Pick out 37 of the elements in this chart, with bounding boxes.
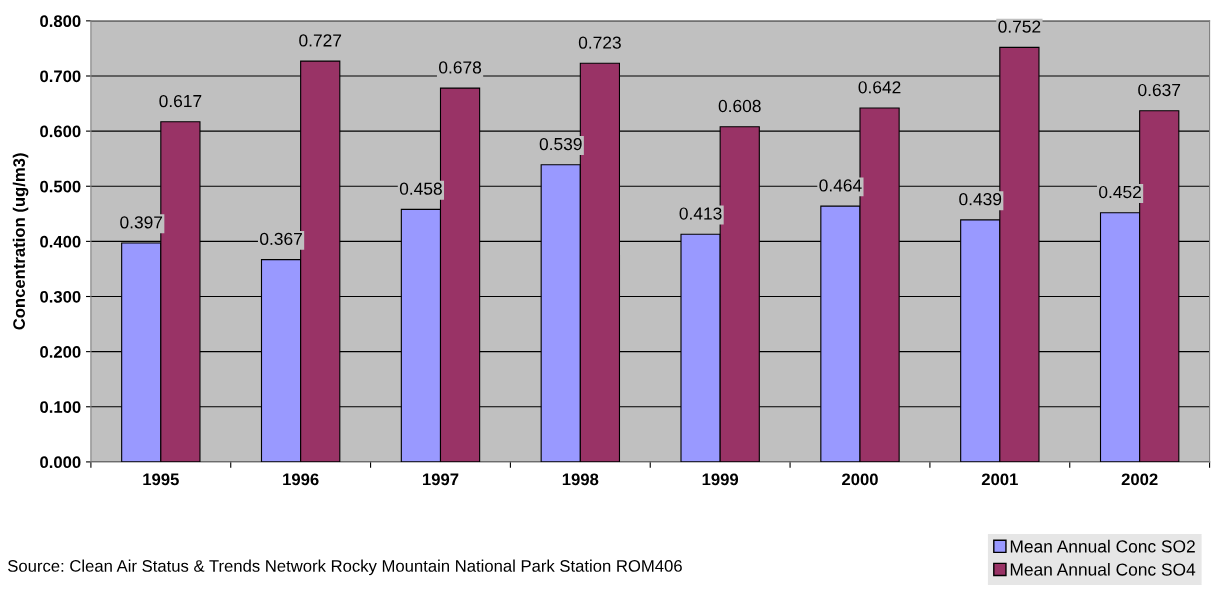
x-tick-label: 1996 bbox=[283, 473, 319, 486]
y-tick-label: 0.000 bbox=[40, 456, 81, 469]
x-tick-label: 1998 bbox=[562, 473, 599, 486]
data-label: 0.439 bbox=[959, 193, 1002, 206]
data-label: 0.723 bbox=[578, 36, 621, 49]
legend-label: Mean Annual Conc SO4 bbox=[1010, 562, 1196, 576]
x-tick-label: 2000 bbox=[842, 473, 878, 486]
y-tick-label: 0.700 bbox=[40, 70, 81, 83]
data-label: 0.637 bbox=[1138, 83, 1181, 97]
data-label: 0.727 bbox=[299, 34, 342, 47]
x-tick-label: 1999 bbox=[702, 473, 739, 486]
data-label: 0.752 bbox=[998, 20, 1041, 33]
data-label: 0.608 bbox=[718, 99, 761, 113]
x-tick-label: 2001 bbox=[981, 473, 1018, 486]
y-tick-label: 0.100 bbox=[40, 401, 81, 413]
data-label: 0.617 bbox=[159, 94, 202, 108]
x-tick-label: 2002 bbox=[1121, 473, 1158, 486]
data-label: 0.452 bbox=[1099, 185, 1141, 199]
x-tick-label: 1997 bbox=[423, 473, 459, 486]
data-label: 0.458 bbox=[399, 182, 442, 195]
y-tick-label: 0.600 bbox=[40, 125, 81, 138]
data-label: 0.464 bbox=[819, 179, 862, 192]
y-tick-label: 0.800 bbox=[40, 15, 81, 28]
x-tick-label: 1995 bbox=[143, 473, 179, 486]
data-label: 0.678 bbox=[439, 61, 482, 74]
y-tick-label: 0.400 bbox=[40, 235, 81, 248]
data-label: 0.642 bbox=[858, 81, 901, 94]
y-tick-label: 0.200 bbox=[40, 346, 81, 358]
legend-label: Mean Annual Conc SO2 bbox=[1010, 539, 1195, 553]
y-tick-label: 0.500 bbox=[40, 180, 81, 193]
y-axis-title: Concentration (ug/m3) bbox=[12, 153, 29, 330]
data-label: 0.367 bbox=[260, 232, 302, 246]
data-label: 0.539 bbox=[539, 137, 582, 151]
source-note: Source: Clean Air Status & Trends Network Rocky Mountain National Park Station ROM406 bbox=[8, 559, 682, 576]
data-label: 0.397 bbox=[120, 216, 163, 229]
data-label: 0.413 bbox=[679, 207, 722, 220]
y-tick-label: 0.300 bbox=[40, 290, 81, 303]
